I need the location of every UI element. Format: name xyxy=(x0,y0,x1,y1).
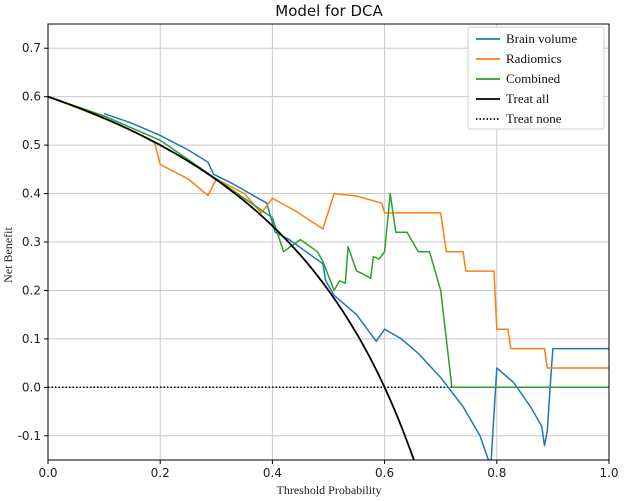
y-tick-label: 0.1 xyxy=(22,332,41,346)
y-axis-ticks: -0.1 0.0 0.1 0.2 0.3 0.4 0.5 0.6 0.7 xyxy=(18,41,48,443)
y-tick-label: 0.7 xyxy=(22,41,41,55)
y-tick-label: 0.0 xyxy=(22,380,41,394)
legend-label: Treat none xyxy=(506,111,562,126)
legend-label: Treat all xyxy=(506,91,550,106)
legend: Brain volume Radiomics Combined Treat all Tr… xyxy=(467,26,605,130)
legend-label: Brain volume xyxy=(506,31,577,46)
series-line-combined xyxy=(48,95,609,389)
legend-label: Combined xyxy=(506,71,561,86)
y-tick-label: 0.3 xyxy=(22,235,41,249)
x-tick-label: 1.0 xyxy=(599,466,618,480)
x-tick-label: 0.0 xyxy=(38,466,57,480)
legend-label: Radiomics xyxy=(506,51,562,66)
y-tick-label: 0.2 xyxy=(22,283,41,297)
series-line-treat-all xyxy=(48,95,415,460)
y-tick-label: -0.1 xyxy=(18,429,41,443)
chart-title: Model for DCA xyxy=(275,2,383,20)
series-line-radiomics xyxy=(48,95,609,369)
x-tick-label: 0.4 xyxy=(263,466,282,480)
x-axis-label: Threshold Probability xyxy=(277,483,382,497)
y-tick-label: 0.4 xyxy=(22,187,41,201)
x-tick-label: 0.2 xyxy=(151,466,170,480)
x-tick-label: 0.8 xyxy=(487,466,506,480)
y-axis-label: Net Benefit xyxy=(1,227,15,283)
x-tick-label: 0.6 xyxy=(375,466,394,480)
series-line-brain-volume xyxy=(103,112,609,460)
series-layer xyxy=(48,95,609,460)
x-axis-ticks: 0.0 0.2 0.4 0.6 0.8 1.0 xyxy=(38,460,619,480)
legend-box xyxy=(467,26,605,130)
y-tick-label: 0.6 xyxy=(22,90,41,104)
y-tick-label: 0.5 xyxy=(22,138,41,152)
